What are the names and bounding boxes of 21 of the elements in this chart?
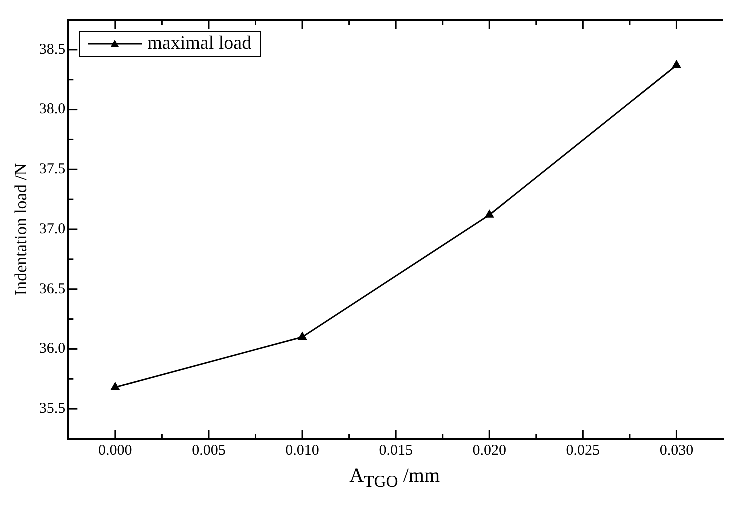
x-axis-title: A$_{TGO}$ /mm <box>348 465 441 492</box>
x-tick-label: 0.025 <box>566 442 600 459</box>
point <box>111 382 120 390</box>
point <box>298 332 307 340</box>
x-tick-label: 0.000 <box>98 442 132 459</box>
legend-label: maximal load <box>148 33 252 55</box>
x-tick-label: 0.020 <box>472 442 506 459</box>
x-tick-label: 0.015 <box>379 442 413 459</box>
y-tick-label: 36.0 <box>39 341 66 358</box>
y-tick-label: 36.5 <box>39 281 66 298</box>
y-axis-title: Indentation load /N <box>12 163 31 296</box>
y-tick-label: 37.5 <box>39 162 66 178</box>
x-tick-label: 0.005 <box>192 442 226 459</box>
y-tick-label: 37.0 <box>39 221 66 238</box>
point <box>672 60 681 68</box>
y-tick-label: 35.5 <box>39 401 66 418</box>
y-tick-label: 38.5 <box>39 42 66 58</box>
x-tick-label: 0.030 <box>660 442 694 459</box>
point <box>485 210 494 218</box>
y-tick-label: 38.0 <box>39 102 66 118</box>
x-tick-label: 0.010 <box>286 442 320 459</box>
